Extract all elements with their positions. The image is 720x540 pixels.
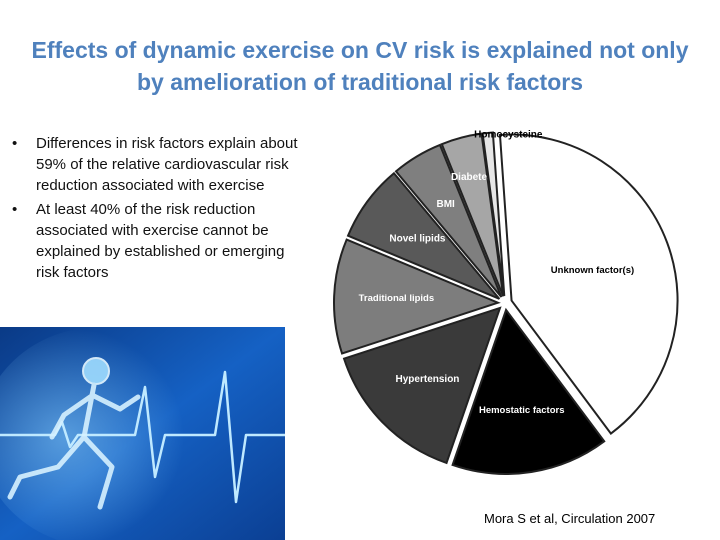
pie-chart: Unknown factor(s) Hemostatic factors Hyper… [333,130,679,475]
pie-label: Diabetes [451,172,493,183]
running-man-ecg-image [0,327,285,540]
pie-slice-diabetes [440,132,505,297]
pie-label: Homocysteine [474,130,543,141]
pie-slice-homocysteine [481,131,506,297]
bullet-item: • At least 40% of the risk reduction ass… [12,199,304,283]
citation: Mora S et al, Circulation 2007 [484,511,656,526]
bullet-text: Differences in risk factors explain abou… [36,135,298,194]
bullet-item: • Differences in risk factors explain ab… [12,133,304,196]
pie-label: Unknown factor(s) [551,265,634,276]
pie-slice-bmi [394,143,503,298]
pie-label: Hemostatic factors [479,405,565,416]
pie-label: Novel lipids [389,233,446,244]
bullet-text: At least 40% of the risk reduction assoc… [36,201,285,281]
bullet-dot-icon: • [12,201,18,218]
pie-slice-hemostatic-factors [451,307,606,475]
pie-label: Hypertension [396,374,460,385]
bullet-list: • Differences in risk factors explain ab… [12,133,304,286]
running-man-ecg-icon [0,327,285,540]
pie-label: BMI [436,199,455,210]
pie-slice-hypertension [342,306,502,465]
slide-title: Effects of dynamic exercise on CV risk i… [31,37,689,95]
pie-slice-novel-lipids [346,171,501,300]
pie-slice-unknown-factor-s [498,133,679,435]
bullet-dot-icon: • [12,135,18,152]
pie-slice-traditional-lipids [333,238,501,355]
pie-label: Traditional lipids [359,293,434,304]
